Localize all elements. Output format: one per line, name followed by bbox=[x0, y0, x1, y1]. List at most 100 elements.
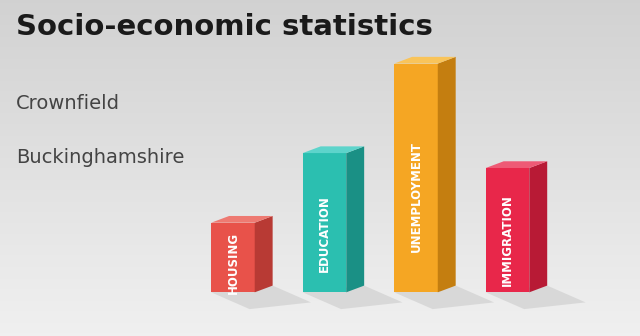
Bar bbox=[0, 289, 640, 291]
Bar bbox=[0, 319, 640, 321]
Text: UNEMPLOYMENT: UNEMPLOYMENT bbox=[410, 141, 422, 252]
Bar bbox=[0, 67, 640, 69]
Bar bbox=[0, 84, 640, 86]
Bar bbox=[0, 195, 640, 197]
Bar bbox=[0, 180, 640, 181]
Bar bbox=[0, 213, 640, 215]
Bar bbox=[0, 242, 640, 244]
Bar bbox=[0, 186, 640, 188]
Bar bbox=[0, 27, 640, 29]
Bar bbox=[0, 44, 640, 45]
Bar bbox=[0, 185, 640, 186]
Bar bbox=[0, 99, 640, 101]
Bar bbox=[0, 66, 640, 67]
Bar bbox=[0, 111, 640, 113]
Bar bbox=[0, 143, 640, 144]
Bar bbox=[0, 323, 640, 324]
Bar bbox=[0, 331, 640, 333]
Bar bbox=[0, 32, 640, 34]
Text: HOUSING: HOUSING bbox=[227, 232, 239, 294]
Bar bbox=[0, 42, 640, 44]
Bar bbox=[0, 10, 640, 12]
Bar bbox=[0, 198, 640, 200]
Bar bbox=[0, 244, 640, 245]
Bar bbox=[0, 0, 640, 2]
Bar bbox=[0, 5, 640, 7]
Bar bbox=[0, 210, 640, 212]
Text: IMMIGRATION: IMMIGRATION bbox=[501, 194, 514, 286]
Bar bbox=[0, 250, 640, 252]
Bar bbox=[0, 34, 640, 35]
Bar bbox=[0, 316, 640, 318]
Bar bbox=[0, 252, 640, 254]
Bar bbox=[0, 40, 640, 42]
Bar bbox=[0, 102, 640, 104]
Text: Buckinghamshire: Buckinghamshire bbox=[16, 148, 184, 167]
Bar bbox=[0, 222, 640, 223]
Bar bbox=[0, 276, 640, 277]
Polygon shape bbox=[394, 64, 438, 292]
Bar bbox=[0, 328, 640, 329]
Bar bbox=[0, 163, 640, 165]
Bar bbox=[0, 139, 640, 141]
Bar bbox=[0, 148, 640, 150]
Text: Socio-economic statistics: Socio-economic statistics bbox=[16, 13, 433, 41]
Bar bbox=[0, 228, 640, 230]
Bar bbox=[0, 81, 640, 82]
Bar bbox=[0, 76, 640, 77]
Bar bbox=[0, 262, 640, 264]
Bar bbox=[0, 257, 640, 259]
Bar bbox=[0, 311, 640, 312]
Bar bbox=[0, 128, 640, 129]
Bar bbox=[0, 217, 640, 218]
Bar bbox=[0, 309, 640, 311]
Bar bbox=[0, 265, 640, 267]
Bar bbox=[0, 22, 640, 24]
Bar bbox=[0, 200, 640, 202]
Bar bbox=[0, 64, 640, 66]
Bar bbox=[0, 282, 640, 284]
Bar bbox=[0, 218, 640, 220]
Bar bbox=[0, 161, 640, 163]
Polygon shape bbox=[303, 153, 346, 292]
Polygon shape bbox=[486, 161, 547, 168]
Bar bbox=[0, 183, 640, 185]
Bar bbox=[0, 77, 640, 79]
Bar bbox=[0, 176, 640, 178]
Bar bbox=[0, 212, 640, 213]
Bar bbox=[0, 171, 640, 173]
Bar bbox=[0, 267, 640, 269]
Bar bbox=[0, 124, 640, 126]
Bar bbox=[0, 3, 640, 5]
Polygon shape bbox=[303, 146, 364, 153]
Bar bbox=[0, 7, 640, 8]
Bar bbox=[0, 92, 640, 94]
Bar bbox=[0, 324, 640, 326]
Bar bbox=[0, 239, 640, 240]
Polygon shape bbox=[529, 161, 547, 292]
Bar bbox=[0, 287, 640, 289]
Bar bbox=[0, 296, 640, 297]
Bar bbox=[0, 292, 640, 294]
Bar bbox=[0, 173, 640, 175]
Polygon shape bbox=[211, 223, 255, 292]
Polygon shape bbox=[486, 168, 529, 292]
Bar bbox=[0, 94, 640, 96]
Bar bbox=[0, 225, 640, 227]
Bar bbox=[0, 235, 640, 237]
Bar bbox=[0, 133, 640, 134]
Bar bbox=[0, 91, 640, 92]
Bar bbox=[0, 29, 640, 30]
Bar bbox=[0, 190, 640, 192]
Bar bbox=[0, 87, 640, 89]
Bar bbox=[0, 57, 640, 59]
Bar bbox=[0, 113, 640, 114]
Bar bbox=[0, 134, 640, 136]
Bar bbox=[0, 131, 640, 133]
Bar bbox=[0, 302, 640, 304]
Bar bbox=[0, 178, 640, 180]
Bar bbox=[0, 8, 640, 10]
Bar bbox=[0, 223, 640, 225]
Bar bbox=[0, 150, 640, 151]
Bar bbox=[0, 121, 640, 123]
